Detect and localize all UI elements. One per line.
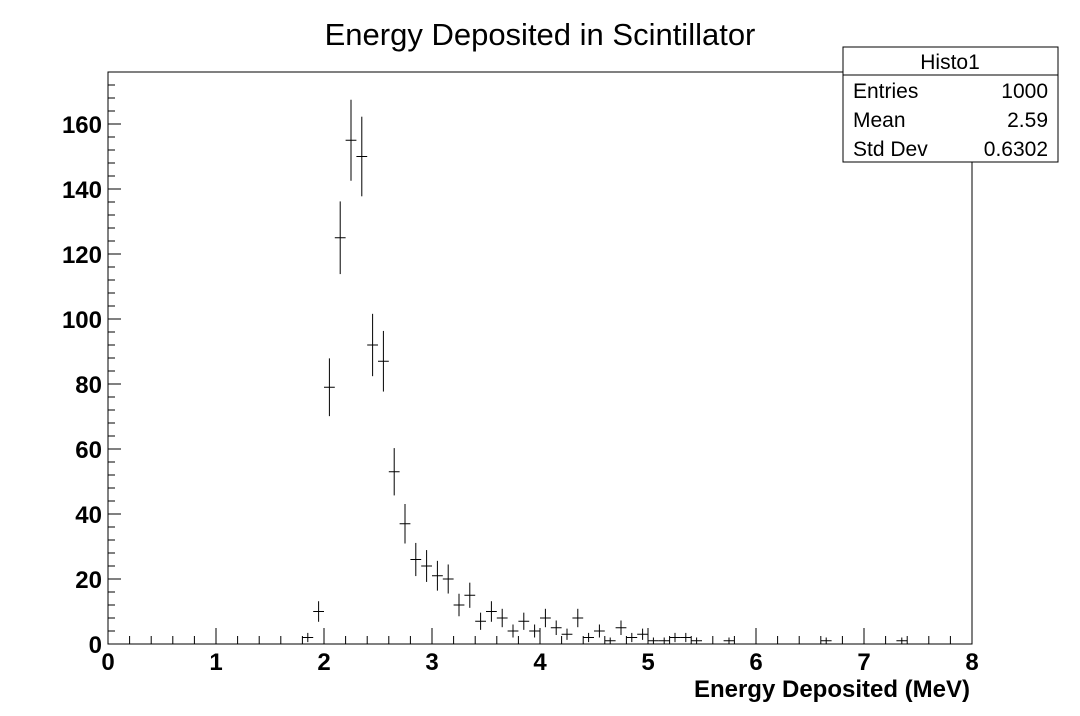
axis-ticks [107,71,973,645]
data-point [561,628,573,640]
data-point [691,637,702,644]
data-point [669,632,681,643]
stats-box-title: Histo1 [920,51,980,74]
chart-title: Energy Deposited in Scintillator [325,17,756,52]
plot-frame [107,71,973,645]
data-point [615,620,627,636]
data-point [604,637,616,644]
stats-stddev-label: Std Dev [853,138,928,161]
data-point [680,632,692,643]
data-point [723,637,735,644]
stats-box: Histo1 Entries 1000 Mean 2.59 Std Dev 0.… [842,46,1059,163]
x-tick-label: 0 [101,649,114,676]
x-tick-label: 3 [425,649,438,676]
x-tick-label: 8 [965,649,978,676]
data-point [432,560,443,591]
y-tick-label: 40 [75,502,102,529]
x-tick-label: 5 [641,649,654,676]
data-point [324,358,335,417]
y-tick-label: 160 [62,112,102,139]
data-point [626,632,638,643]
data-point [356,116,368,197]
y-tick-label: 0 [89,632,102,659]
x-tick-labels: 0 1 2 3 4 5 6 7 8 [101,649,978,676]
y-tick-labels: 0 20 40 60 80 100 120 140 160 [62,112,102,659]
y-tick-label: 20 [75,567,102,594]
y-tick-label: 80 [75,372,102,399]
stats-mean-label: Mean [853,109,906,132]
data-point [518,612,530,630]
data-point [572,608,584,628]
data-point [529,624,540,638]
data-point [648,637,659,644]
stats-mean-value: 2.59 [1007,109,1048,132]
x-tick-label: 6 [749,649,762,676]
stats-entries-value: 1000 [1001,80,1048,103]
data-point [453,593,465,617]
data-point [334,201,346,275]
data-point [594,624,605,638]
data-point [540,608,551,628]
x-tick-label: 1 [209,649,222,676]
data-point [658,637,670,644]
data-point [302,632,314,643]
data-point [345,99,357,181]
y-tick-label: 120 [62,242,102,269]
stats-stddev-value: 0.6302 [984,138,1048,161]
data-point [410,542,422,577]
data-point [464,582,476,608]
data-points [302,99,908,644]
stats-entries-label: Entries [853,80,918,103]
data-point [820,637,832,644]
data-point [507,624,519,638]
data-point [388,448,400,496]
data-point [496,608,508,628]
data-point [399,503,411,544]
data-point [486,601,497,622]
x-axis-title: Energy Deposited (MeV) [694,676,970,703]
data-point [442,564,454,594]
y-tick-label: 60 [75,437,102,464]
data-point [378,330,389,392]
y-tick-label: 100 [62,307,102,334]
stats-box-frame [842,46,1059,163]
x-tick-label: 4 [533,649,547,676]
data-point [475,612,486,630]
x-tick-label: 2 [317,649,330,676]
data-point [367,313,378,377]
data-point [583,632,594,643]
y-tick-label: 140 [62,177,102,204]
data-point [421,550,432,582]
data-point [637,628,648,640]
data-point [313,601,324,622]
data-point [550,620,562,636]
x-tick-label: 7 [857,649,870,676]
data-point [896,637,908,644]
